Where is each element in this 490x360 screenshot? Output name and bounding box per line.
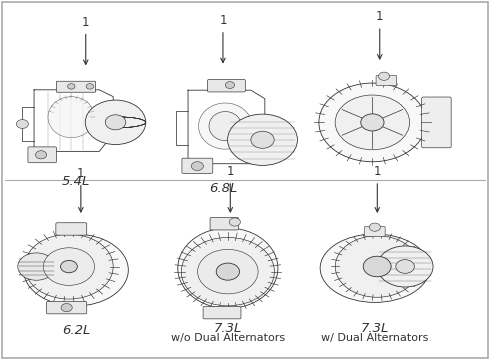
Circle shape xyxy=(335,236,419,297)
Text: 1: 1 xyxy=(376,10,384,59)
Circle shape xyxy=(216,263,240,280)
Circle shape xyxy=(85,100,146,144)
Text: w/o Dual Alternators: w/o Dual Alternators xyxy=(171,333,285,343)
FancyBboxPatch shape xyxy=(421,97,451,148)
Ellipse shape xyxy=(48,97,95,138)
Circle shape xyxy=(86,84,94,89)
Circle shape xyxy=(197,249,258,294)
Text: w/ Dual Alternators: w/ Dual Alternators xyxy=(321,333,429,343)
FancyBboxPatch shape xyxy=(208,80,245,92)
Circle shape xyxy=(396,260,415,273)
Text: 6.8L: 6.8L xyxy=(209,182,237,195)
FancyBboxPatch shape xyxy=(47,301,87,314)
Circle shape xyxy=(191,162,203,171)
Circle shape xyxy=(229,218,241,226)
Circle shape xyxy=(68,84,75,89)
Text: 6.2L: 6.2L xyxy=(62,324,90,337)
Text: 1: 1 xyxy=(219,14,227,63)
Circle shape xyxy=(227,114,297,165)
Text: 7.3L: 7.3L xyxy=(361,322,389,335)
Text: 1: 1 xyxy=(82,16,90,64)
Circle shape xyxy=(319,83,426,162)
Circle shape xyxy=(61,260,77,273)
Circle shape xyxy=(361,114,384,131)
Circle shape xyxy=(181,238,274,306)
FancyBboxPatch shape xyxy=(203,306,241,319)
FancyBboxPatch shape xyxy=(28,147,56,163)
Circle shape xyxy=(335,95,410,150)
Circle shape xyxy=(43,248,95,285)
Ellipse shape xyxy=(209,112,242,141)
Circle shape xyxy=(105,115,126,130)
Ellipse shape xyxy=(178,228,278,309)
FancyBboxPatch shape xyxy=(182,158,213,173)
FancyBboxPatch shape xyxy=(56,223,87,235)
Ellipse shape xyxy=(198,103,252,149)
Text: 7.3L: 7.3L xyxy=(214,322,242,335)
FancyBboxPatch shape xyxy=(210,217,239,230)
Circle shape xyxy=(369,223,380,231)
Circle shape xyxy=(378,72,390,80)
Circle shape xyxy=(363,256,391,277)
Text: 5.4L: 5.4L xyxy=(62,175,90,188)
Circle shape xyxy=(16,120,28,129)
Circle shape xyxy=(225,82,235,89)
Ellipse shape xyxy=(24,234,128,306)
Circle shape xyxy=(18,253,55,280)
FancyBboxPatch shape xyxy=(376,76,397,85)
Circle shape xyxy=(251,131,274,148)
Circle shape xyxy=(35,151,47,159)
Circle shape xyxy=(61,303,72,312)
Text: 1: 1 xyxy=(226,165,234,212)
FancyBboxPatch shape xyxy=(56,81,96,92)
Circle shape xyxy=(24,234,113,299)
Ellipse shape xyxy=(320,234,430,302)
Text: 1: 1 xyxy=(77,167,85,212)
FancyBboxPatch shape xyxy=(365,226,385,237)
Text: 1: 1 xyxy=(373,165,381,212)
Circle shape xyxy=(377,246,433,287)
